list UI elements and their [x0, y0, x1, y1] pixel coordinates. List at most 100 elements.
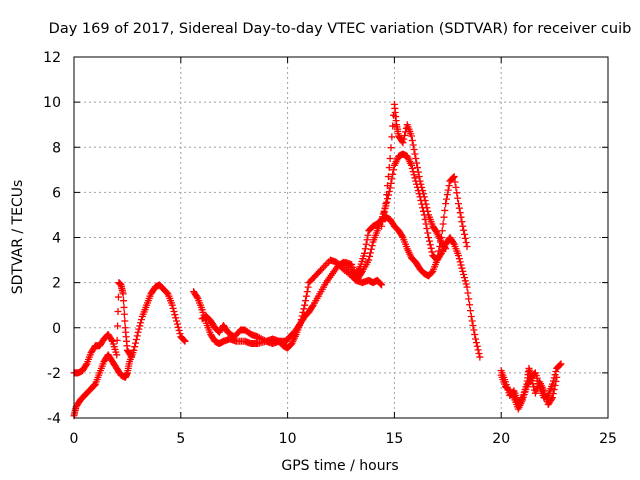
- data-point: [442, 245, 450, 253]
- data-point: [410, 146, 418, 154]
- data-point: [439, 220, 447, 228]
- data-point: [476, 353, 484, 361]
- plot-frame: [73, 56, 609, 419]
- data-point: [384, 173, 392, 181]
- data-point: [462, 238, 470, 246]
- data-point: [424, 229, 432, 237]
- data-point: [379, 213, 387, 221]
- data-point: [463, 243, 471, 251]
- data-point: [469, 321, 477, 329]
- data-point: [413, 164, 421, 172]
- data-point: [413, 159, 421, 167]
- data-point: [557, 360, 565, 368]
- data-point: [474, 346, 482, 354]
- data-point: [417, 180, 425, 188]
- data-point: [132, 339, 140, 347]
- data-point: [453, 189, 461, 197]
- y-tick-label: -2: [47, 366, 61, 382]
- data-point: [434, 252, 442, 260]
- data-point: [550, 386, 558, 394]
- data-point: [398, 232, 406, 240]
- data-point: [462, 280, 470, 288]
- data-point: [362, 240, 370, 248]
- data-point: [445, 182, 453, 190]
- data-point: [454, 200, 462, 208]
- data-point: [131, 343, 139, 351]
- data-point: [407, 132, 415, 140]
- data-point: [420, 193, 428, 201]
- data-point: [470, 326, 478, 334]
- data-point: [449, 239, 457, 247]
- data-point: [456, 258, 464, 266]
- data-point: [471, 331, 479, 339]
- data-point: [426, 241, 434, 249]
- data-point: [380, 209, 388, 217]
- data-point: [302, 297, 310, 305]
- data-point: [457, 261, 465, 269]
- data-point: [548, 394, 556, 402]
- data-point: [407, 161, 415, 169]
- data-point: [408, 164, 416, 172]
- data-point: [454, 252, 462, 260]
- data-point: [472, 339, 480, 347]
- data-point: [300, 305, 308, 313]
- data-point: [382, 200, 390, 208]
- data-point: [366, 249, 374, 257]
- data-point: [193, 293, 201, 301]
- data-point: [361, 245, 369, 253]
- data-point: [384, 195, 392, 203]
- data-point: [385, 164, 393, 172]
- data-point: [551, 382, 559, 390]
- y-tick-label: 12: [43, 50, 61, 66]
- data-point: [553, 373, 561, 381]
- data-point: [360, 249, 368, 257]
- y-tick-label: 0: [52, 321, 61, 337]
- data-point: [120, 310, 128, 318]
- data-point: [451, 178, 459, 186]
- data-point: [422, 220, 430, 228]
- data-point: [444, 186, 452, 194]
- data-point: [378, 222, 386, 230]
- data-point: [170, 308, 178, 316]
- data-point: [423, 224, 431, 232]
- y-tick-label: 6: [52, 185, 61, 201]
- data-point: [378, 281, 386, 289]
- data-point: [390, 166, 398, 174]
- data-point: [460, 271, 468, 279]
- data-point: [552, 368, 560, 376]
- data-point: [415, 173, 423, 181]
- data-point: [466, 301, 474, 309]
- data-point: [428, 248, 436, 256]
- data-point: [121, 317, 129, 325]
- data-point: [425, 237, 433, 245]
- data-point: [427, 244, 435, 252]
- data-point: [465, 295, 473, 303]
- data-point: [302, 292, 310, 300]
- y-tick-label: 10: [43, 95, 61, 111]
- data-point: [176, 330, 184, 338]
- data-point: [120, 297, 128, 305]
- data-point: [449, 173, 457, 181]
- data-point: [455, 255, 463, 263]
- y-tick-label: 4: [52, 231, 61, 247]
- data-point: [418, 183, 426, 191]
- data-point: [381, 204, 389, 212]
- data-point: [459, 267, 467, 275]
- data-point: [304, 283, 312, 291]
- data-point: [509, 392, 517, 400]
- data-point: [365, 256, 373, 264]
- data-point: [383, 198, 391, 206]
- data-point: [316, 266, 324, 274]
- data-point: [416, 177, 424, 185]
- data-point: [528, 377, 536, 385]
- data-point: [456, 209, 464, 217]
- data-point: [410, 171, 418, 179]
- data-point: [401, 132, 409, 140]
- data-point: [367, 245, 375, 253]
- data-point: [384, 182, 392, 190]
- data-point: [180, 336, 188, 344]
- data-point: [441, 206, 449, 214]
- data-point: [132, 335, 140, 343]
- data-point: [419, 187, 427, 195]
